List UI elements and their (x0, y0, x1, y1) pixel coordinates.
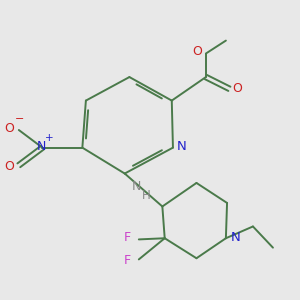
Text: F: F (124, 231, 130, 244)
Text: O: O (4, 160, 14, 173)
Text: N: N (176, 140, 186, 153)
Text: −: − (15, 114, 25, 124)
Text: N: N (37, 140, 46, 153)
Text: O: O (193, 45, 202, 58)
Text: O: O (233, 82, 243, 95)
Text: H: H (142, 189, 150, 203)
Text: N: N (230, 231, 240, 244)
Text: N: N (132, 180, 141, 193)
Text: O: O (4, 122, 14, 135)
Text: +: + (45, 133, 54, 143)
Text: F: F (124, 254, 130, 267)
